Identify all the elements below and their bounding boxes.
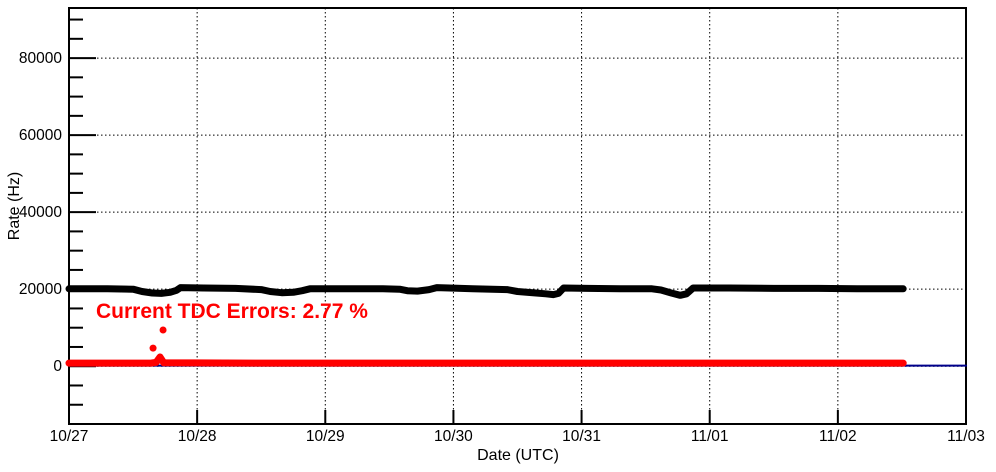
x-tick-label: 11/03 [947,428,985,445]
x-tick-label: 11/02 [819,428,857,445]
x-tick-label: 11/01 [691,428,729,445]
y-tick-label: 40000 [19,204,62,221]
y-tick-label: 80000 [19,50,62,67]
x-tick-label: 10/30 [434,428,473,445]
plot-frame [68,7,967,425]
series-tdc-error-rate-outlier-point [159,326,167,334]
y-tick-label: 60000 [19,127,62,144]
y-tick-label: 20000 [19,281,62,298]
x-tick-label: 10/28 [178,428,217,445]
x-tick-label: 10/31 [562,428,601,445]
tdc-errors-annotation: Current TDC Errors: 2.77 % [96,300,368,323]
x-tick-label: 10/29 [306,428,345,445]
y-axis-title: Rate (Hz) [6,171,23,241]
x-axis-title: Date (UTC) [477,447,559,464]
x-tick-label: 10/27 [50,428,89,445]
series-signal-rate [65,284,907,299]
series-tdc-error-rate-outlier-point [149,344,157,352]
series-tdc-error-rate [65,353,907,367]
y-tick-label: 0 [53,358,62,375]
